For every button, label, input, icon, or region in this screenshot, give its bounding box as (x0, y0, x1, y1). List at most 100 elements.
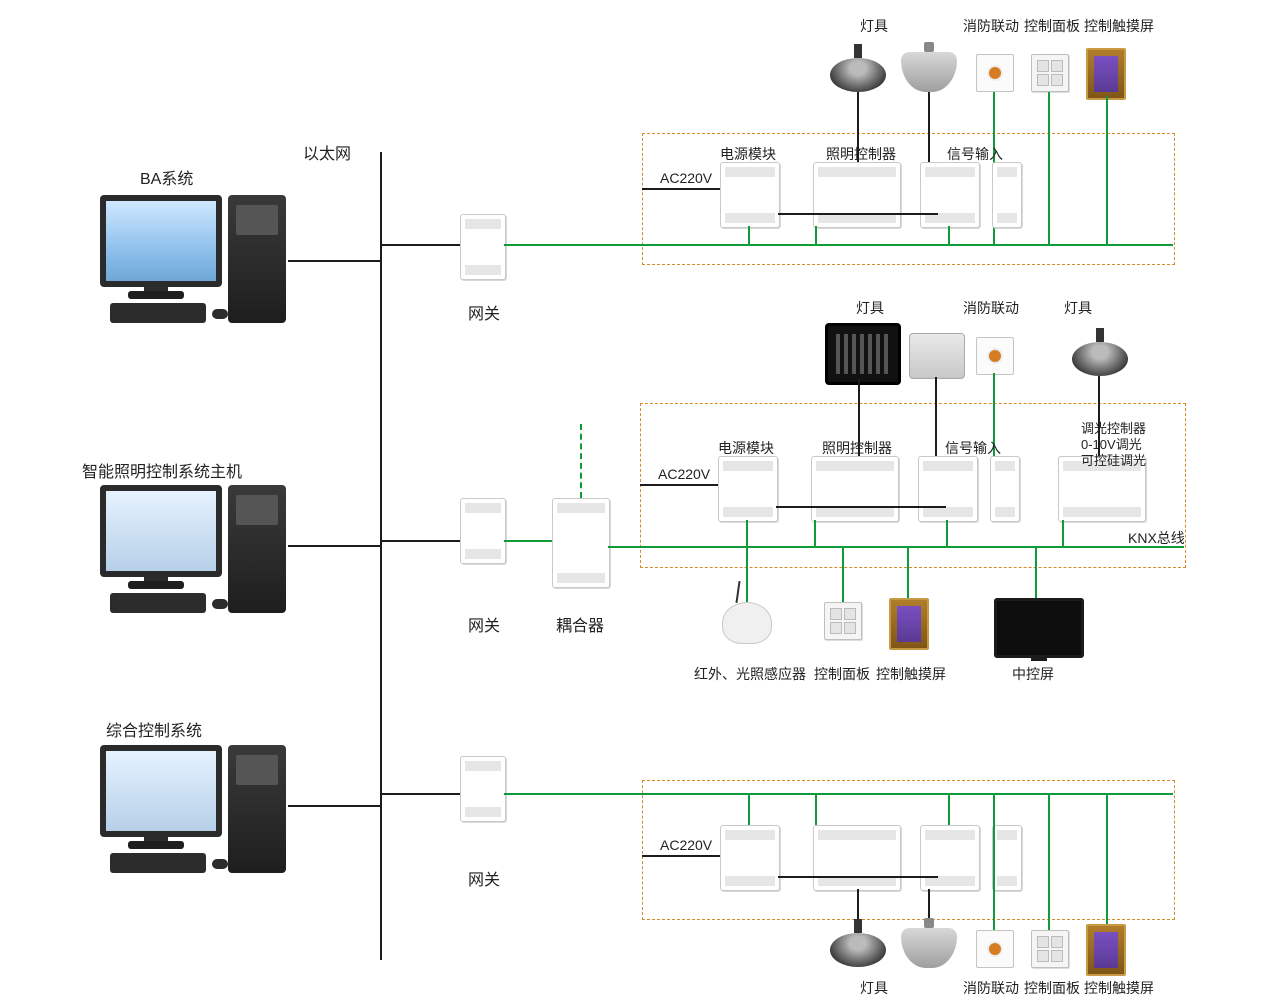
mid-cube-lamp (909, 333, 965, 379)
mid-lc-lbl: 照明控制器 (822, 438, 892, 458)
top-black-joiner (778, 213, 938, 215)
ba-system-label: BA系统 (140, 165, 193, 189)
mid-touch (889, 598, 929, 650)
hline-host-to-bus (288, 545, 380, 547)
gateway-bot (460, 756, 506, 822)
gw2-to-coupler (504, 540, 552, 542)
knx-label: KNX总线 (1128, 528, 1185, 548)
top-touch (1086, 48, 1126, 100)
hline-bus-to-gw1 (380, 244, 460, 246)
gateway-bot-label: 网关 (468, 866, 500, 890)
mid-green-bus (640, 546, 1184, 548)
hline-ba-to-bus (288, 260, 380, 262)
mid-light-ctrl (811, 456, 899, 522)
mid-dim-l3: 可控硅调光 (1081, 450, 1146, 469)
mid-ac-label: AC220V (658, 466, 710, 482)
bot-bell (901, 928, 957, 968)
top-si-lbl: 信号输入 (947, 144, 1003, 164)
mid-fire (976, 337, 1014, 375)
bot-lamp-lbl: 灯具 (860, 978, 888, 998)
top-ac-label: AC220V (660, 170, 712, 186)
bot-sig-a (920, 825, 980, 891)
mid-touch-drop (907, 548, 909, 602)
mid-panel-drop (842, 548, 844, 602)
bot-fire-v (993, 793, 995, 935)
mid-floodlight (825, 323, 901, 385)
computer-ba (100, 195, 300, 335)
mid-sensor-lbl: 红外、光照感应器 (694, 664, 806, 684)
top-ac-in (642, 188, 722, 190)
bot-panel (1031, 930, 1069, 968)
top-green-bus (642, 244, 1173, 246)
top-fire (976, 54, 1014, 92)
top-power-lbl: 电源模块 (720, 144, 776, 164)
mid-ufo-label: 灯具 (1064, 298, 1092, 318)
mid-dim-drop (1062, 520, 1064, 546)
top-lc-lbl: 照明控制器 (826, 144, 896, 164)
hline-bus-to-gw2 (380, 540, 460, 542)
coupler-label: 耦合器 (556, 612, 604, 636)
mid-sig-b (990, 456, 1020, 522)
mid-tv-drop (1035, 548, 1037, 602)
bot-pw-up (748, 793, 750, 825)
mid-touch-lbl: 控制触摸屏 (876, 664, 946, 684)
mid-ufo (1072, 342, 1128, 376)
mid-si-lbl: 信号输入 (945, 438, 1001, 458)
bot-touch (1086, 924, 1126, 976)
mid-sensor (722, 602, 772, 644)
top-sig-in-a (920, 162, 980, 228)
mid-pw-drop (746, 520, 748, 546)
mid-cube-v (935, 377, 937, 467)
gateway-mid (460, 498, 506, 564)
mid-ac-in (640, 484, 720, 486)
ethernet-bus (380, 152, 382, 960)
top-sia-drop (948, 226, 950, 244)
bot-ufo (830, 933, 886, 967)
top-touch-label: 控制触摸屏 (1084, 16, 1154, 36)
bot-sig-b (992, 825, 1022, 891)
top-ctlpanel (1031, 54, 1069, 92)
gateway-mid-label: 网关 (468, 612, 500, 636)
bot-touch-lbl: 控制触摸屏 (1084, 978, 1154, 998)
top-power-mod (720, 162, 780, 228)
coupler-antenna (580, 424, 582, 498)
top-lamp-label: 灯具 (860, 16, 888, 36)
hline-int-to-bus (288, 805, 380, 807)
gw3-to-box (504, 793, 642, 795)
top-light-ctrl (813, 162, 901, 228)
bot-ac-in (642, 855, 722, 857)
top-sig-in-b (992, 162, 1022, 228)
computer-lighting-host (100, 485, 300, 625)
mid-lc-drop (814, 520, 816, 546)
computer-integrated (100, 745, 300, 885)
bot-panel-lbl: 控制面板 (1024, 978, 1080, 998)
mid-tv (994, 598, 1084, 658)
hline-bus-to-gw3 (380, 793, 460, 795)
coupler-to-box (608, 546, 640, 548)
bot-fire (976, 930, 1014, 968)
mid-lamp-label: 灯具 (856, 298, 884, 318)
bot-light-ctrl (813, 825, 901, 891)
gateway-top (460, 214, 506, 280)
bot-ac-label: AC220V (660, 837, 712, 853)
mid-panel (824, 602, 862, 640)
top-touch-v (1106, 96, 1108, 244)
top-lamp-ufo (830, 58, 886, 92)
coupler-mid (552, 498, 610, 588)
mid-power-mod (718, 456, 778, 522)
bot-power-mod (720, 825, 780, 891)
mid-black-joiner (776, 506, 946, 508)
mid-sensor-drop (746, 548, 748, 602)
mid-sig-a (918, 456, 978, 522)
top-pw-drop (748, 226, 750, 244)
bot-touch-v (1106, 793, 1108, 935)
bot-panel-v (1048, 793, 1050, 935)
mid-sia-drop (946, 520, 948, 546)
bot-fire-lbl: 消防联动 (963, 978, 1019, 998)
gateway-top-label: 网关 (468, 300, 500, 324)
gw1-to-box-green (504, 244, 642, 246)
top-fire-label: 消防联动 (963, 16, 1019, 36)
bot-black-joiner (778, 876, 938, 878)
mid-panel-lbl: 控制面板 (814, 664, 870, 684)
mid-tv-lbl: 中控屏 (1012, 664, 1054, 684)
